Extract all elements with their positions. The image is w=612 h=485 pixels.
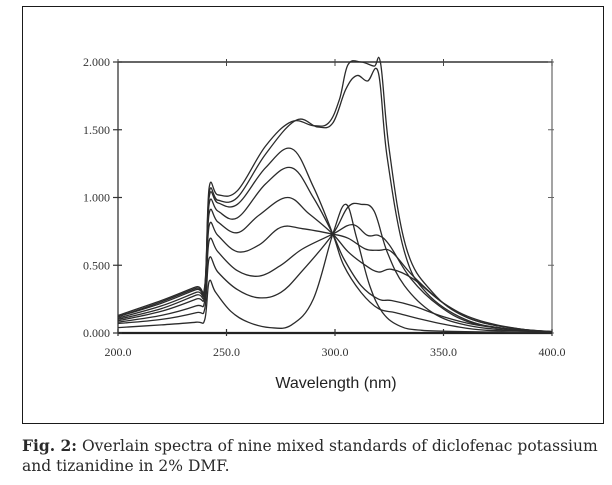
series-layer xyxy=(117,56,553,334)
caption-label: Fig. 2: xyxy=(22,436,78,455)
x-axis-label: Wavelength (nm) xyxy=(275,375,396,392)
spectrum-line-6 xyxy=(117,166,553,333)
spectra-chart: 0.000 0.500 1.000 1.500 2.000 200.0 250.0 300.0… xyxy=(83,55,566,392)
x-tick-label: 250.0 xyxy=(213,345,240,359)
caption-text: Overlain spectra of nine mixed standards… xyxy=(22,437,598,475)
y-tick-label: 1.000 xyxy=(83,191,110,205)
spectrum-line-2 xyxy=(117,202,553,333)
x-tick-label: 200.0 xyxy=(105,345,132,359)
x-tick-label: 400.0 xyxy=(539,345,566,359)
spectrum-line-5 xyxy=(117,196,553,333)
figure-caption: Fig. 2: Overlain spectra of nine mixed s… xyxy=(22,436,612,476)
figure-frame xyxy=(22,6,604,424)
x-tick-label: 350.0 xyxy=(430,345,457,359)
spectrum-line-1 xyxy=(117,203,553,334)
spectrum-line-3 xyxy=(117,223,553,333)
tick-labels: 0.000 0.500 1.000 1.500 2.000 200.0 250.0 300.0… xyxy=(83,55,566,359)
y-tick-label: 1.500 xyxy=(83,123,110,137)
y-tick-label: 0.000 xyxy=(83,326,110,340)
y-tick-label: 2.000 xyxy=(83,55,110,69)
y-tick-label: 0.500 xyxy=(83,258,110,272)
x-tick-label: 300.0 xyxy=(322,345,349,359)
spectrum-line-9 xyxy=(117,56,553,333)
axes xyxy=(113,59,554,336)
